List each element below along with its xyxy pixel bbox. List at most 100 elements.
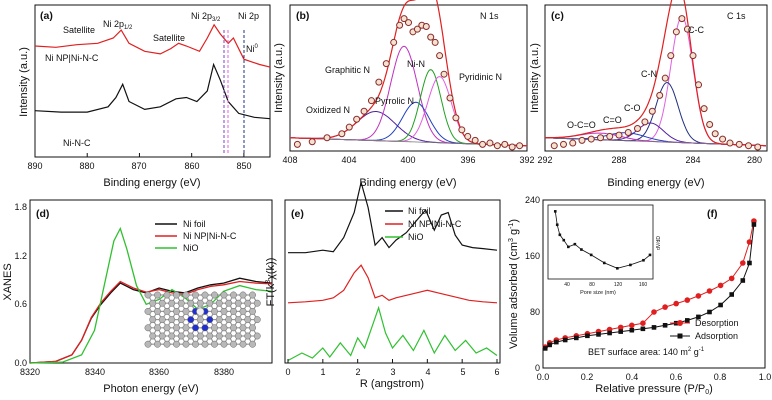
nitrogen-atom [206,316,214,324]
data-point-adsorption [685,318,690,323]
carbon-atom [163,307,171,315]
panel-d-label: (d) [36,208,49,220]
carbon-atom [230,340,237,348]
panel-f-ytick: 160 [525,251,540,261]
data-point-adsorption [574,335,579,341]
data-point [375,78,383,86]
data-point-adsorption [607,330,612,336]
data-point [479,140,487,148]
panel-e-ylabel: FT(k3χ(k)) [265,258,277,307]
panel-b-xtick: 392 [519,155,534,165]
carbon-atom [149,316,157,324]
carbon-atom [239,291,247,299]
nickel-atom [196,307,205,316]
panel-c-xtick: 280 [747,155,762,165]
data-point [661,74,669,82]
panel-e-ticks: 0 1 2 3 4 5 6 [285,367,499,377]
panel-c-xtick: 292 [537,155,552,165]
panel-b-ticks: 408 404 400 396 392 [282,155,534,165]
data-point [683,25,691,33]
carbon-atom [239,340,247,348]
carbon-atom [149,332,157,340]
data-point-desorption [662,304,668,310]
data-point [648,107,656,115]
carbon-atom [154,291,161,299]
data-point-desorption [706,288,713,294]
inset-data-point [648,253,652,257]
carbon-atom [249,291,256,299]
data-point [587,135,595,143]
peak-label-oxidized-n: Oxidized N [306,105,350,115]
panel-d: (d) XANES Photon energy (eV) 8320 8340 8… [2,199,273,395]
data-point [400,15,408,23]
panel-b-title: N 1s [480,11,499,21]
legend-label-ni-foil: Ni foil [183,219,206,229]
panel-e-xtick: 5 [460,367,465,377]
carbon-atom [234,316,242,324]
panel-d-ytick: 0.0 [14,358,27,368]
carbon-atom [196,316,204,324]
panel-d-ylabel: XANES [2,263,14,300]
svg-text:Volume adsorbed (cm3 g-1): Volume adsorbed (cm3 g-1) [508,219,520,349]
data-point [735,140,743,148]
panel-b-xtick: 400 [400,155,415,165]
data-point-adsorption [707,309,712,315]
inset-data-point [629,263,632,267]
carbon-atom [230,291,237,299]
data-point-adsorption [585,333,590,339]
data-point-desorption [629,322,635,329]
carbon-atom [225,332,233,340]
panel-a-xtick: 880 [79,161,94,171]
carbon-atom [211,291,218,299]
inset-data-point [616,267,619,270]
series-line-ni-np-ni-n-c [287,264,498,304]
panel-e-xtick: 0 [285,367,290,377]
carbon-atom [239,307,247,315]
panel-b-xtick: 408 [282,155,297,165]
data-point [338,130,346,138]
svg-text:BET surface area: 140 m2 g-1: BET surface area: 140 m2 g-1 [588,347,705,357]
carbon-atom [182,307,190,315]
series-line-nio [29,226,273,364]
data-point [422,23,430,31]
panel-d-ticks: 8320 8340 8360 8380 0.0 0.6 1.2 1.8 [14,202,234,377]
carbon-atom [149,299,157,307]
data-point [754,143,762,151]
annotation-satellite-1: Satellite [63,25,95,35]
legend-label-adsorption: Adsorption [695,331,738,341]
data-point-desorption [695,293,702,299]
carbon-atom [158,332,166,340]
panel-b-xtick: 396 [460,155,475,165]
carbon-atom [253,316,261,324]
carbon-atom [201,291,209,299]
panel-e-xtick: 3 [390,367,395,377]
panel-c-ticks: 292 288 284 280 [537,155,762,165]
panel-c-plot [545,0,766,151]
carbon-atom [168,316,176,324]
panel-b-ylabel: Intensity (a.u.) [273,43,285,113]
data-point-desorption [740,260,746,266]
data-point [390,38,398,46]
data-point [745,142,752,150]
fit-component-c-n [545,81,766,147]
data-point [550,142,558,150]
carbon-atom [220,340,228,348]
legend-label-ni-foil: Ni foil [408,206,431,216]
peak-label-o-c-double-o: O-C=O [567,120,596,130]
nitrogen-atom [201,324,209,332]
data-point-adsorption [662,323,668,328]
data-point [323,134,331,142]
carbon-atom [192,291,199,299]
carbon-atom [182,340,190,348]
series-line-desorption [544,220,755,348]
inset-data-point [555,223,559,227]
carbon-atom [253,299,261,307]
data-point [678,15,686,23]
peak-label-ni-n: Ni-N [407,59,425,69]
legend-label-ni-np: Ni NP|Ni-N-C [408,219,462,229]
carbon-atom [249,340,256,348]
panel-d-ytick: 0.6 [14,299,27,309]
data-point [516,142,524,150]
data-point [695,81,703,89]
carbon-atom [173,324,180,332]
